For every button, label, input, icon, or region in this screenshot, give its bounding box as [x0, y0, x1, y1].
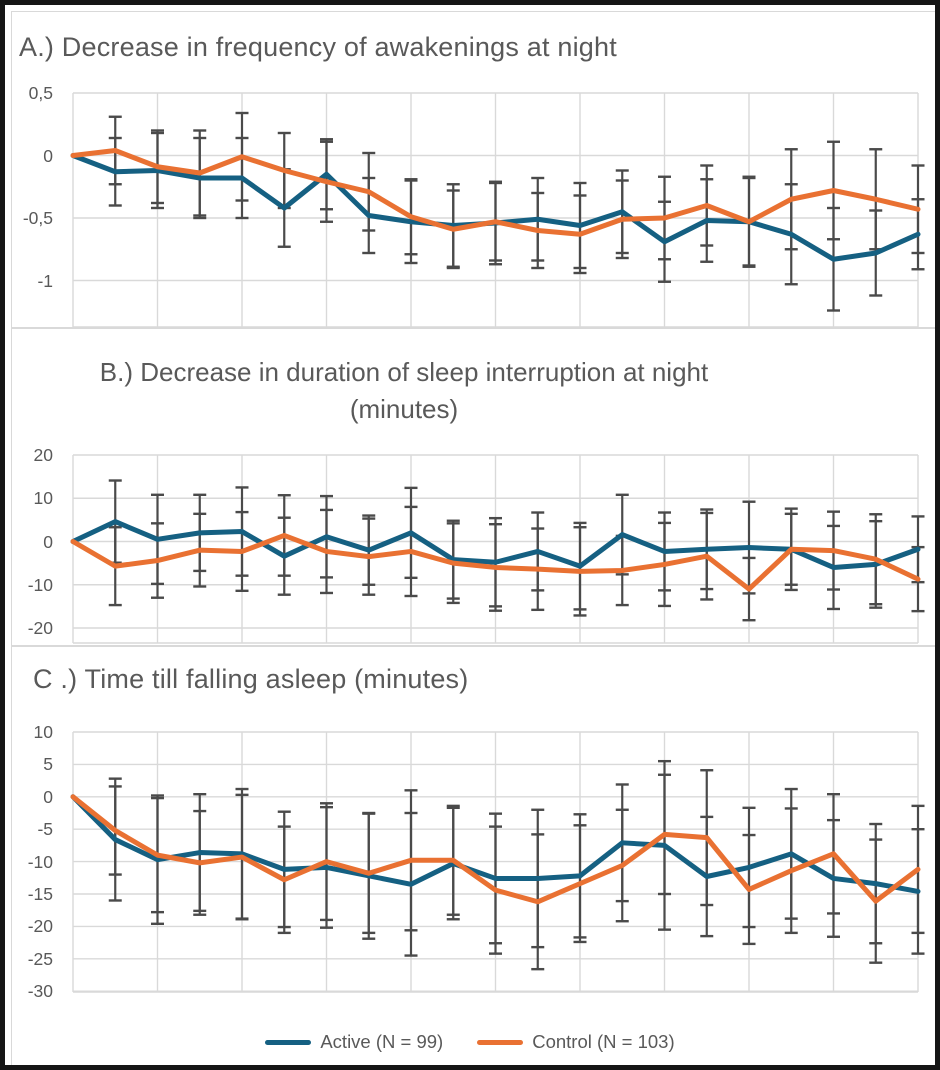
active-series-swatch — [265, 1039, 312, 1045]
panel-chart-b — [11, 328, 935, 646]
chart-A-ytick-0,5: 0,5 — [28, 83, 53, 103]
chart-B-ytick-10: 10 — [33, 488, 53, 509]
chart-C-ytick-10: 10 — [33, 722, 53, 742]
panel-chart-c — [11, 646, 935, 1065]
chart-A-ytick--1: -1 — [37, 270, 53, 291]
chart-B-ytick-0: 0 — [43, 531, 53, 552]
chart-C-ytick--15: -15 — [27, 884, 53, 904]
legend-item-active: Active (N = 99) — [265, 1031, 443, 1053]
legend-item-control: Control (N = 103) — [477, 1031, 675, 1053]
chart-B-ytick--20: -20 — [27, 618, 53, 638]
chart-b-title-line1: B.) Decrease in duration of sleep interr… — [99, 357, 709, 387]
chart-B-ytick--10: -10 — [27, 574, 53, 595]
chart-C-ytick-5: 5 — [43, 754, 53, 775]
legend: Active (N = 99) Control (N = 103) — [5, 1027, 935, 1057]
chart-C-ytick-0: 0 — [43, 786, 53, 807]
chart-C-ytick--25: -25 — [27, 948, 53, 969]
chart-C-ytick--10: -10 — [27, 851, 53, 872]
chart-B-ytick-20: 20 — [33, 445, 53, 465]
chart-a-title: A.) Decrease in frequency of awakenings … — [19, 32, 617, 62]
chart-C-ytick--20: -20 — [27, 916, 53, 937]
chart-C-ytick--30: -30 — [27, 981, 53, 1002]
legend-label-control: Control (N = 103) — [532, 1031, 675, 1052]
chart-C-ytick--5: -5 — [37, 819, 53, 840]
chart-b-title-line2: (minutes) — [349, 394, 459, 424]
legend-label-active: Active (N = 99) — [320, 1031, 444, 1052]
chart-b-title: B.) Decrease in duration of sleep interr… — [30, 354, 778, 428]
chart-c-title: C .) Time till falling asleep (minutes) — [33, 664, 469, 694]
chart-A-ytick--0,5: -0,5 — [22, 208, 53, 228]
control-series-swatch — [477, 1039, 524, 1045]
chart-A-ytick-0: 0 — [43, 145, 53, 166]
